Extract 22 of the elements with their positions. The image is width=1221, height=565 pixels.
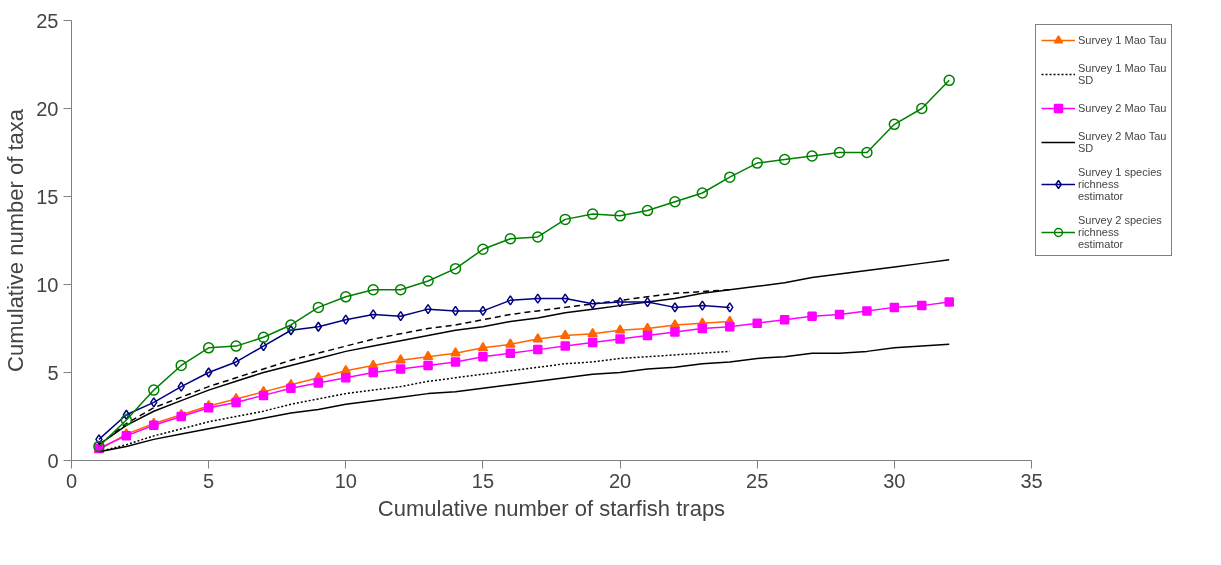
x-tick-label: 0 xyxy=(65,469,78,492)
legend-label: Survey 2 Mao Tau SD xyxy=(1078,130,1167,154)
y-tick-label: 25 xyxy=(36,9,59,32)
y-tick-label: 0 xyxy=(47,449,59,472)
legend-label: Survey 1 Mao Tau SD xyxy=(1078,62,1167,86)
x-tick-label: 35 xyxy=(1020,469,1043,492)
legend-label: Survey 1 species richness estimator xyxy=(1078,166,1162,202)
x-tick-label: 5 xyxy=(203,469,215,492)
y-tick-label: 10 xyxy=(36,273,59,296)
x-tick-label: 30 xyxy=(883,469,906,492)
y-tick-label: 5 xyxy=(47,361,59,384)
legend-label: Survey 2 species richness estimator xyxy=(1078,214,1162,250)
x-tick-label: 15 xyxy=(471,469,495,492)
x-tick-label: 20 xyxy=(608,469,632,492)
y-axis-title: Cumulative number of taxa xyxy=(3,108,29,372)
x-tick-label: 10 xyxy=(334,469,357,492)
legend-label: Survey 2 Mao Tau xyxy=(1078,102,1167,114)
y-tick-label: 20 xyxy=(36,97,59,120)
x-tick-label: 25 xyxy=(746,469,769,492)
y-tick-label: 15 xyxy=(36,185,59,208)
x-axis-title: Cumulative number of starfish traps xyxy=(377,495,726,521)
legend-label: Survey 1 Mao Tau xyxy=(1078,34,1167,46)
